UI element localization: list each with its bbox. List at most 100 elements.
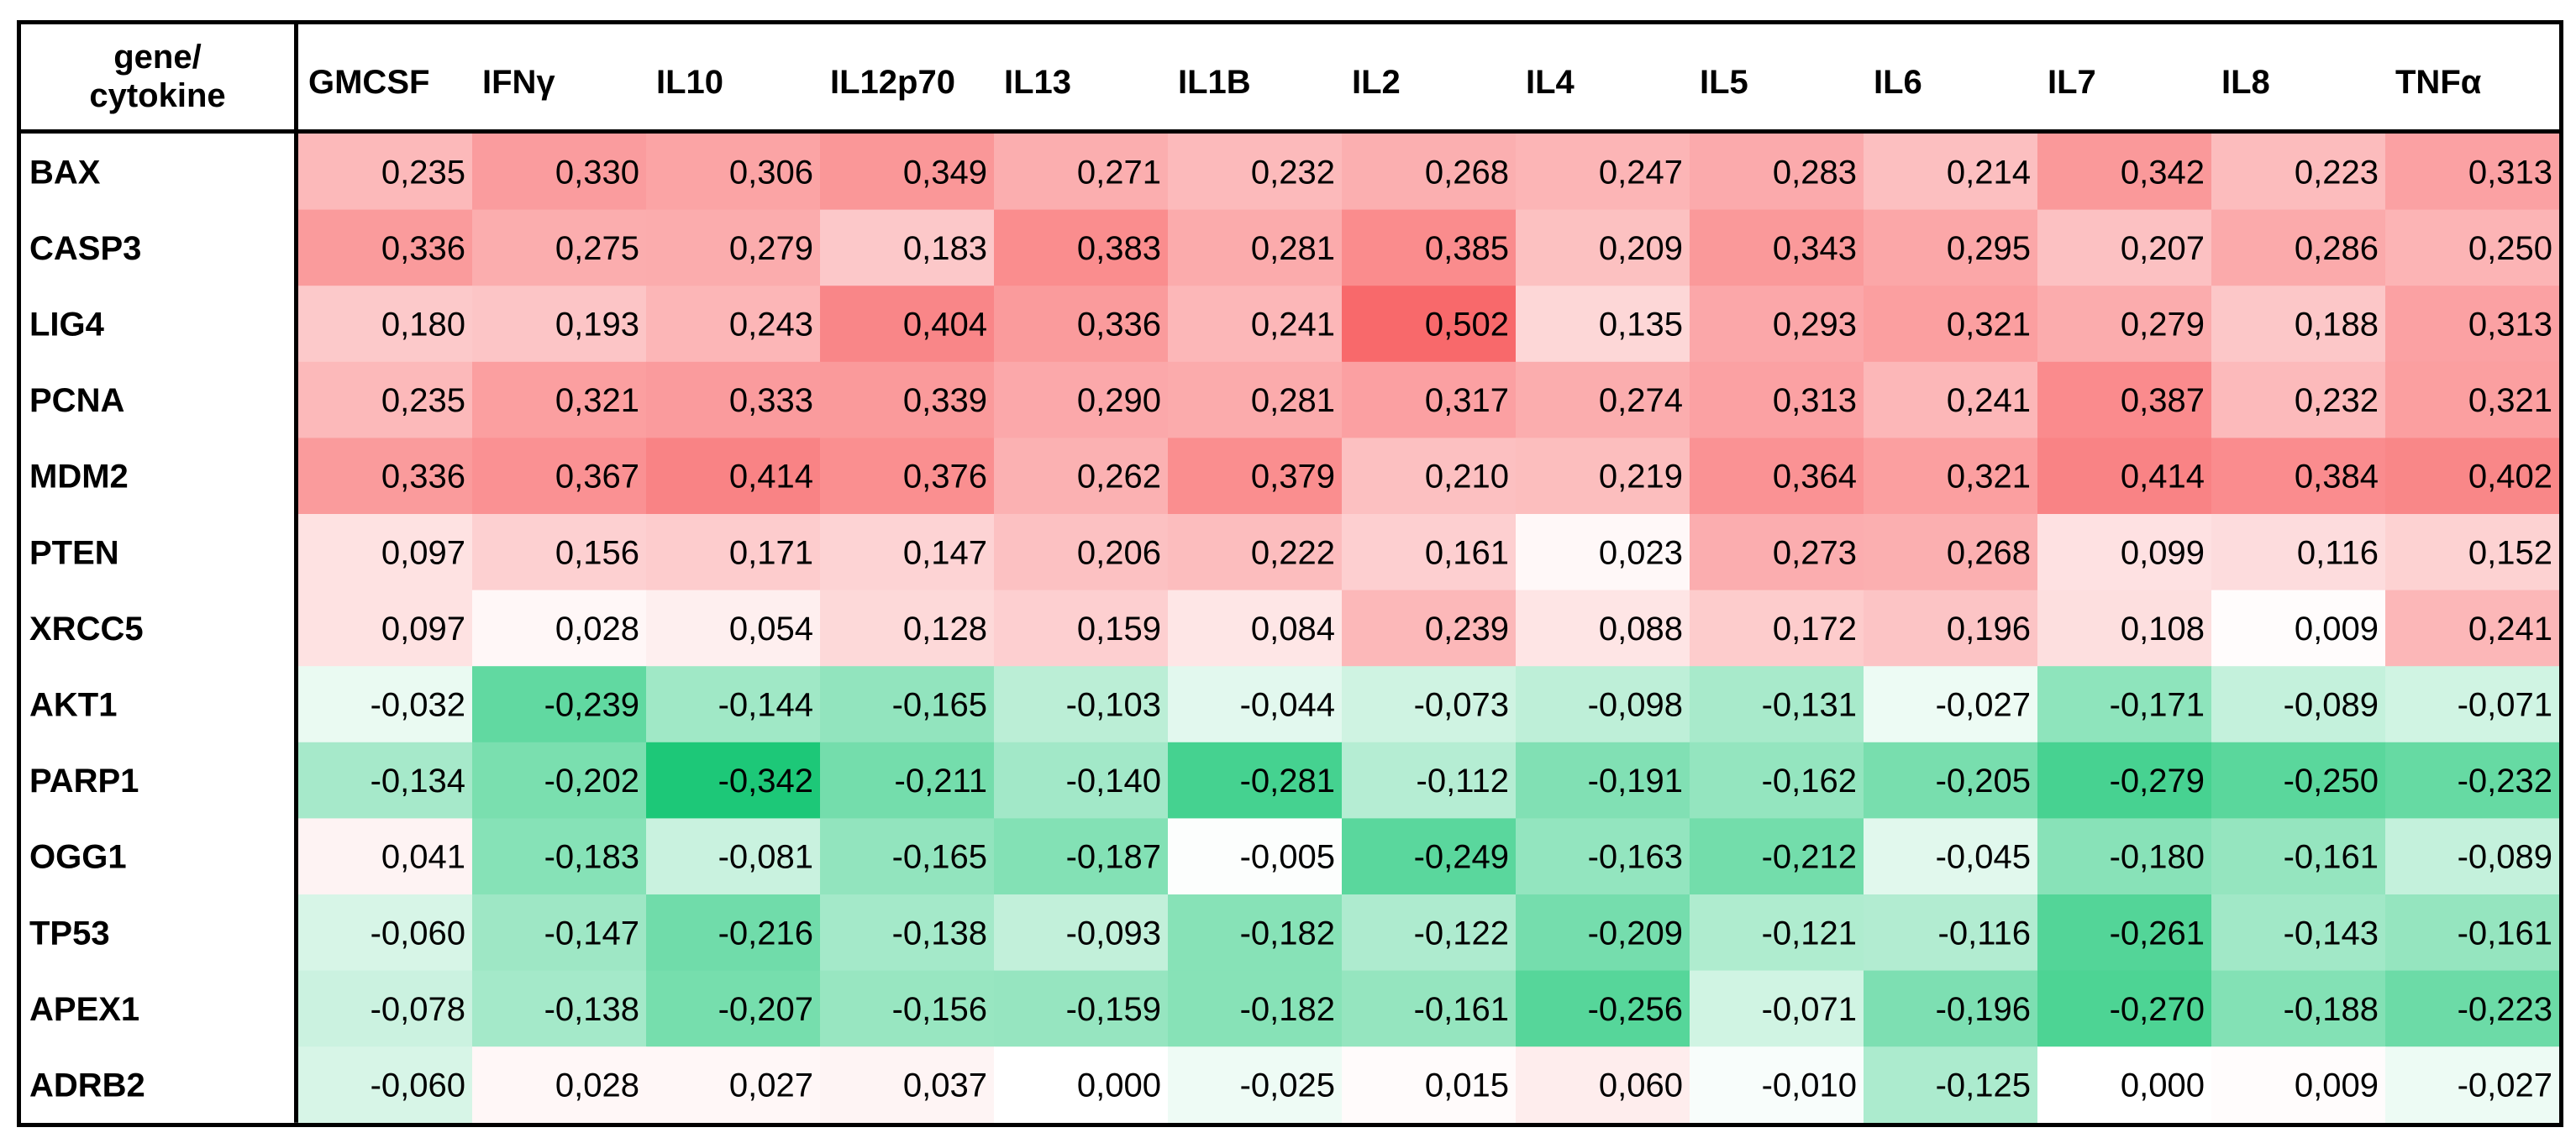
heatmap-cell [1168,1046,1343,1123]
row-label: XRCC5 [29,611,144,648]
heatmap-cell [1516,438,1690,515]
heatmap-cell [1864,590,2038,667]
row-label: CASP3 [29,230,141,267]
heatmap-cell [820,1046,995,1123]
heatmap-cell [1342,361,1517,438]
heatmap-cell [646,438,821,515]
cell-value: 0,283 [1773,154,1857,191]
cell-value: -0,143 [2284,915,2379,952]
heatmap-cell [2211,514,2386,591]
cell-value: -0,212 [1762,839,1857,876]
cell-value: 0,088 [1599,611,1683,648]
heatmap-cell [820,666,995,743]
heatmap-cell [1168,590,1343,667]
cell-value: 0,235 [381,154,465,191]
heatmap-cell [2385,209,2559,286]
heatmap-cell [646,134,821,211]
row-label: PCNA [29,382,124,419]
cell-value: 0,321 [555,382,639,419]
cell-value: 0,241 [1947,382,2031,419]
heatmap-cell [1690,1046,1864,1123]
heatmap-cell [1690,970,1864,1047]
heatmap-cell [298,209,473,286]
row-label: MDM2 [29,459,129,496]
heatmap-cell [2037,1046,2212,1123]
cell-value: -0,138 [544,991,639,1028]
corner-label: gene/ [113,39,201,76]
cell-value: 0,268 [1425,154,1509,191]
cell-value: -0,005 [1240,839,1335,876]
cell-value: 0,279 [2121,307,2205,343]
cell-value: -0,165 [892,687,987,724]
heatmap-cell [820,742,995,819]
heatmap-cell [646,209,821,286]
column-header: IL7 [2048,64,2096,101]
heatmap-cell [2211,286,2386,363]
heatmap-svg: 0,235 0,330 0,306 0,349 0,271 0,232 0,268 0,247… [21,24,2559,1123]
column-header: IL1B [1178,64,1251,101]
heatmap-cell [1690,590,1864,667]
cell-value: 0,135 [1599,307,1683,343]
heatmap-cell [1864,209,2038,286]
cell-value: 0,099 [2121,534,2205,571]
heatmap-cell [1864,1046,2038,1123]
cell-value: 0,343 [1773,230,1857,267]
heatmap-cell [1168,894,1343,972]
column-header: IL8 [2221,64,2270,101]
heatmap-cell [472,209,647,286]
heatmap-cell [1168,134,1343,211]
heatmap-cell [994,742,1169,819]
cell-value: 0,159 [1077,611,1161,648]
row-label: PARP1 [29,763,139,800]
cell-value: 0,193 [555,307,639,343]
heatmap-cell [1168,209,1343,286]
heatmap-cell [472,970,647,1047]
column-header: IFNγ [482,64,555,101]
heatmap-cell [994,818,1169,895]
heatmap-cell [298,818,473,895]
heatmap-cell [298,590,473,667]
cell-value: -0,071 [1762,991,1857,1028]
heatmap-cell [994,970,1169,1047]
heatmap-cell [646,514,821,591]
cell-value: -0,159 [1066,991,1161,1028]
cell-value: -0,187 [1066,839,1161,876]
cell-value: -0,161 [1414,991,1509,1028]
cell-value: 0,384 [2295,459,2379,496]
heatmap-cell [2385,134,2559,211]
heatmap-cell [646,590,821,667]
heatmap-cell [2211,1046,2386,1123]
cell-value: 0,387 [2121,382,2205,419]
heatmap-cell [472,894,647,972]
cell-value: 0,009 [2295,1067,2379,1104]
heatmap-cell [1864,666,2038,743]
heatmap-cell [646,286,821,363]
cell-value: 0,279 [729,230,813,267]
heatmap-cell [1690,286,1864,363]
cell-value: 0,404 [903,307,987,343]
heatmap-cell [2211,438,2386,515]
cell-value: 0,339 [903,382,987,419]
cell-value: 0,273 [1773,534,1857,571]
corner-label: cytokine [89,77,225,114]
cell-value: -0,261 [2110,915,2205,952]
cell-value: 0,414 [729,459,813,496]
cell-value: 0,313 [2468,307,2552,343]
cell-value: -0,134 [371,763,465,800]
heatmap-cell [1864,286,2038,363]
heatmap-cell [994,894,1169,972]
cell-value: 0,172 [1773,611,1857,648]
cell-value: 0,241 [1251,307,1335,343]
heatmap-cell [994,286,1169,363]
heatmap-cell [1168,970,1343,1047]
cell-value: 0,250 [2468,230,2552,267]
heatmap-cell [472,1046,647,1123]
cell-value: 0,028 [555,1067,639,1104]
heatmap-cell [2211,666,2386,743]
heatmap-cell [1516,209,1690,286]
cell-value: -0,122 [1414,915,1509,952]
cell-value: -0,249 [1414,839,1509,876]
heatmap-cell [1342,894,1517,972]
heatmap-cell [2385,818,2559,895]
heatmap-cell [1342,134,1517,211]
